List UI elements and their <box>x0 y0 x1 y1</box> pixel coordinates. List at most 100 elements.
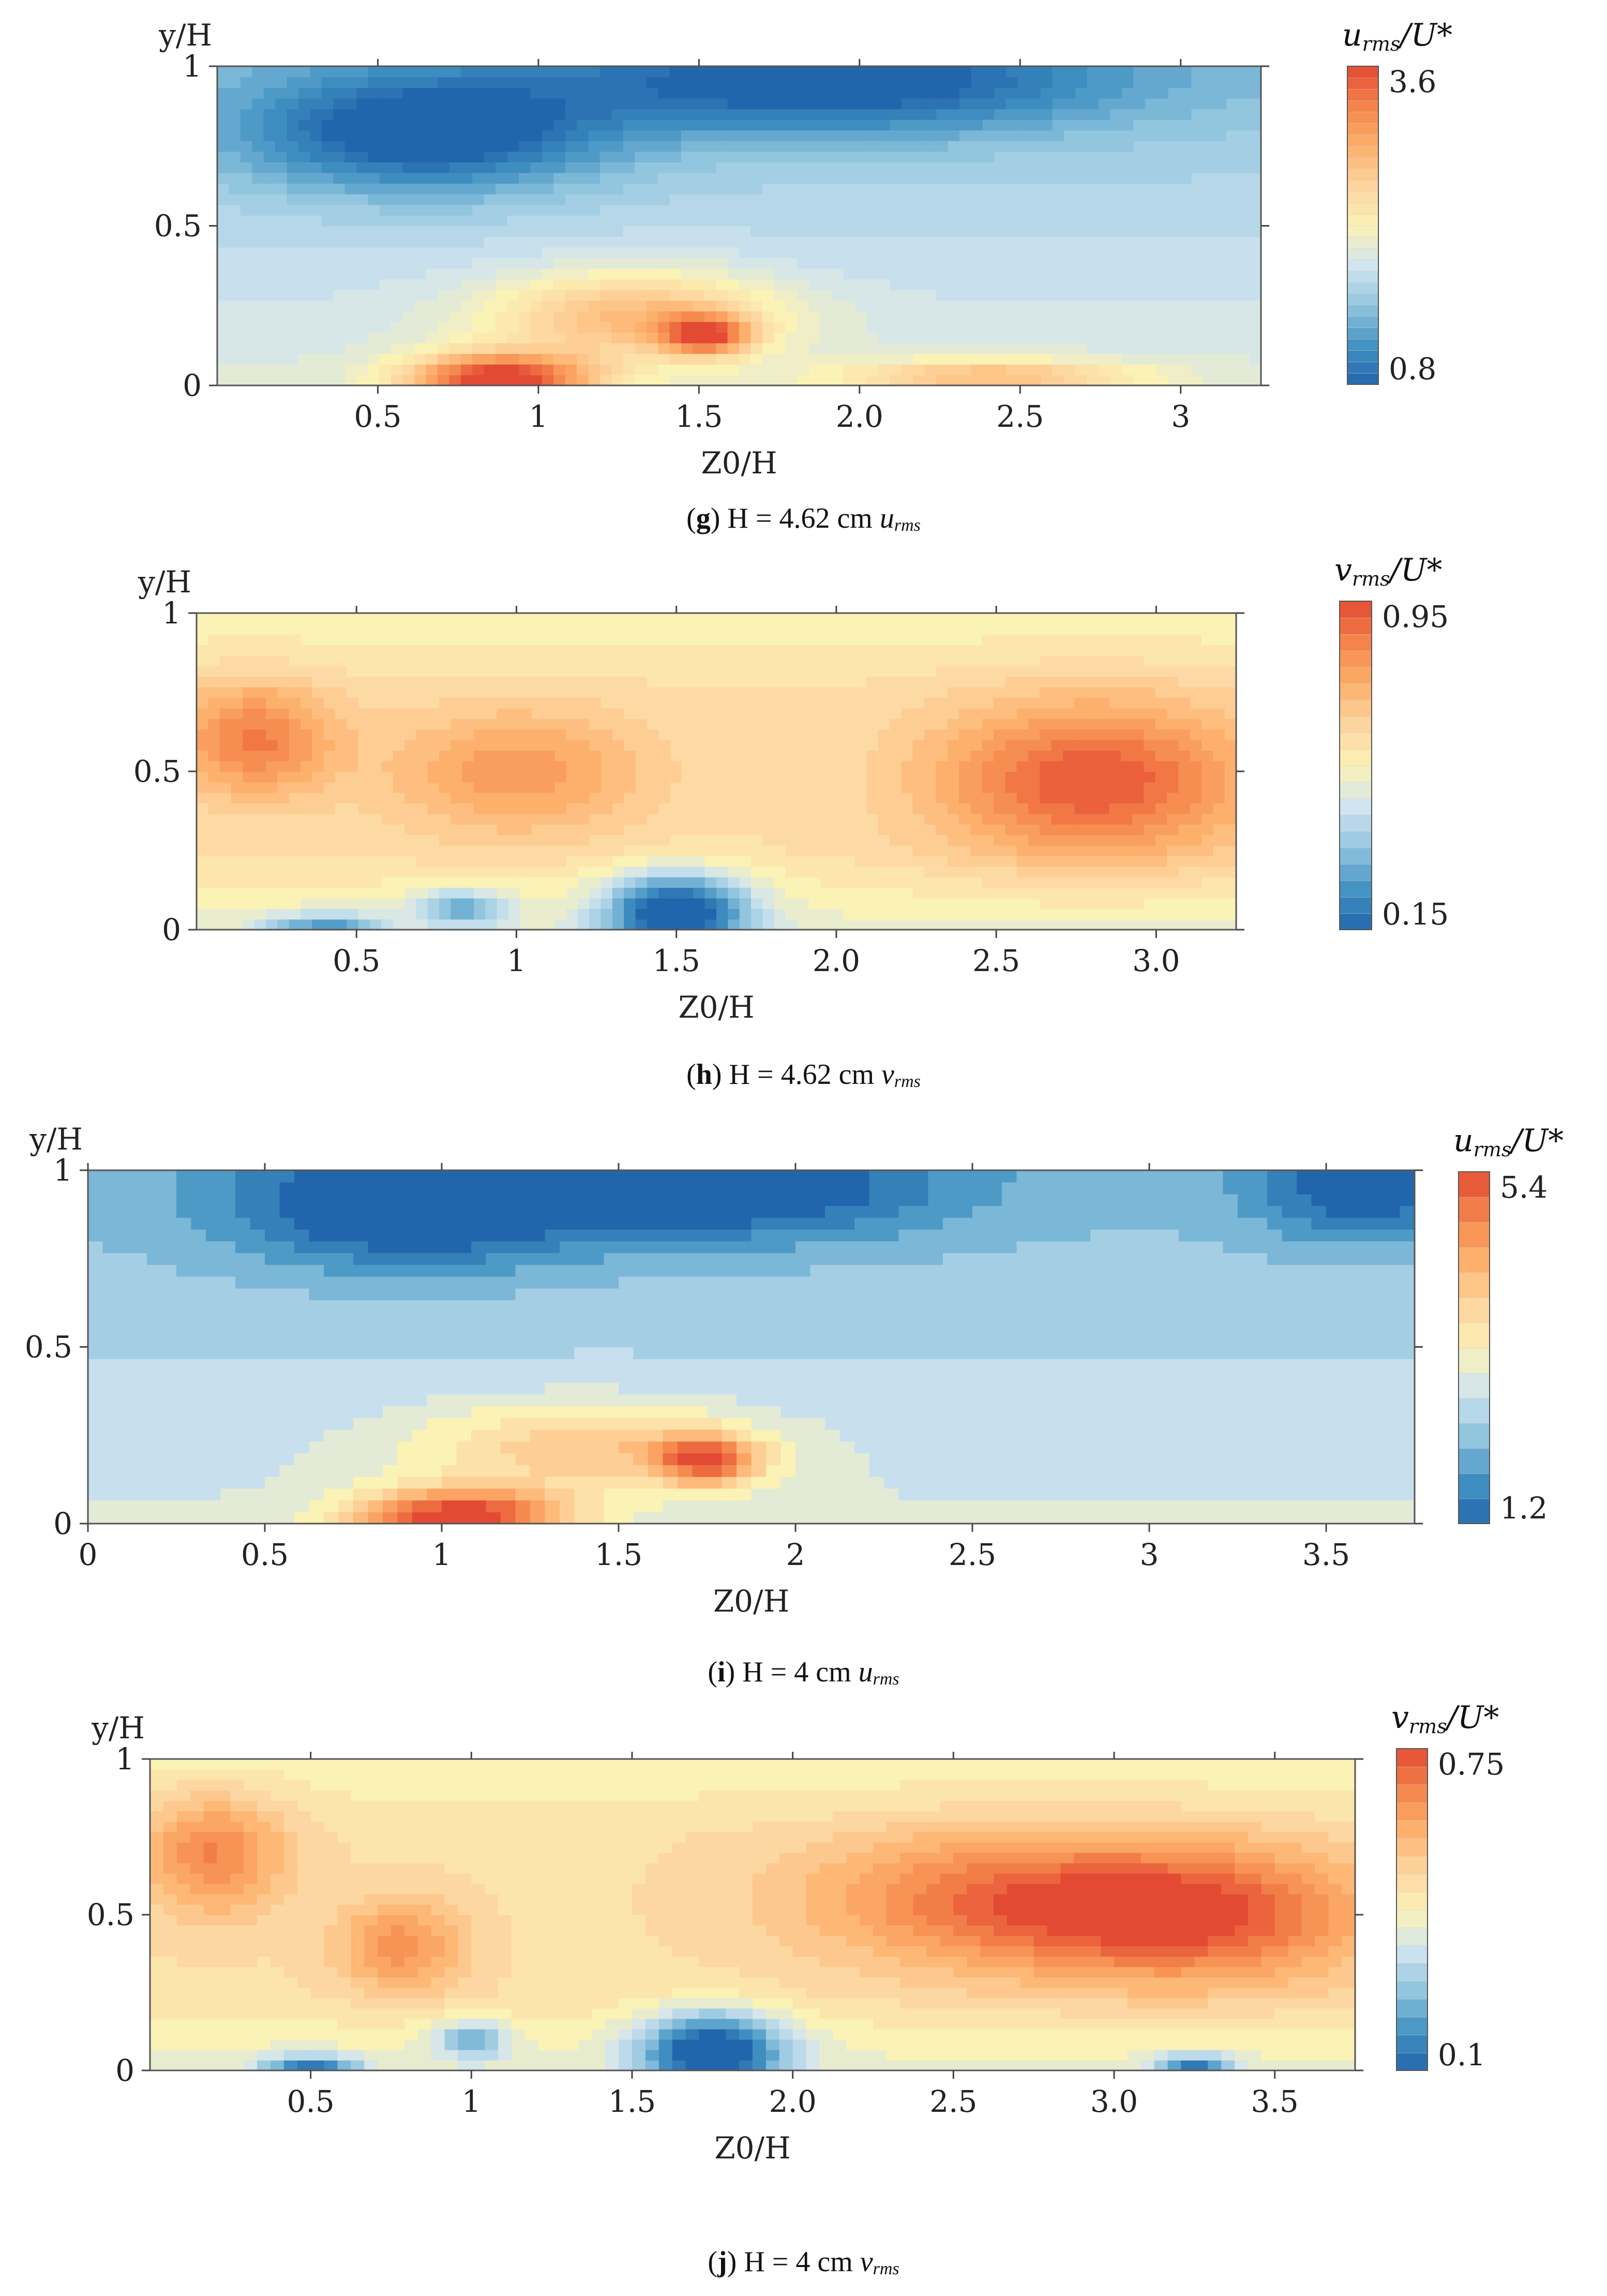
colorbar-swatch <box>1339 897 1372 914</box>
x-tick-label-g: 0.5 <box>354 399 401 434</box>
colorbar-swatch <box>1347 100 1379 112</box>
x-tick-label-g: 1 <box>529 399 548 434</box>
x-axis-label-g: Z0/H <box>701 445 777 481</box>
x-tick-label-g: 1.5 <box>675 399 723 434</box>
x-tick-label-j: 2.5 <box>929 2084 977 2119</box>
colorbar-swatch <box>1396 1838 1428 1857</box>
x-tick-label-i: 2.5 <box>949 1537 996 1572</box>
y-axis-label-i: y/H <box>29 1122 83 1157</box>
colorbar-swatch <box>1347 248 1379 260</box>
colorbar-title: urms/U* <box>1453 1123 1564 1161</box>
colorbar-swatch <box>1396 2034 1428 2053</box>
colorbar-min-label: 0.15 <box>1382 897 1449 932</box>
caption-j: (j) H = 4 cm vrms <box>708 2246 899 2278</box>
x-tick-label-i: 3 <box>1140 1537 1159 1572</box>
colorbar-swatch <box>1347 214 1379 226</box>
colorbar-swatch <box>1458 1272 1490 1298</box>
x-tick-label-i: 1.5 <box>595 1537 642 1572</box>
colorbar-max-label: 0.95 <box>1382 599 1449 634</box>
x-tick-label-i: 1 <box>432 1537 452 1572</box>
plot-h: 0.5 1 1.5 2.0 2.5 3.0 0 0.5 1 Z0/H y/H 0.95 0.15 vrms… <box>133 552 1449 1025</box>
colorbar-swatch <box>1396 2052 1428 2071</box>
colorbar-swatch <box>1396 1873 1428 1892</box>
colorbar-swatch <box>1339 863 1372 881</box>
caption-g: (g) H = 4.62 cm urms <box>686 502 921 535</box>
colorbar-g: 3.6 0.8 urms/U* <box>1342 17 1452 386</box>
colorbar-swatch <box>1396 1927 1428 1946</box>
colorbar-swatch <box>1339 880 1372 898</box>
y-tick-label-g: 1 <box>183 49 202 84</box>
colorbar-max-label: 0.75 <box>1438 1747 1505 1782</box>
colorbar-swatch <box>1339 831 1372 848</box>
colorbar-frame <box>1458 1171 1490 1524</box>
colorbar-swatch <box>1458 1498 1490 1524</box>
x-axis-label-h: Z0/H <box>678 990 754 1025</box>
x-tick-label-i: 3.5 <box>1302 1537 1350 1572</box>
colorbar-swatch <box>1396 2017 1428 2035</box>
x-tick-label-g: 2.0 <box>836 399 883 434</box>
colorbar-swatch <box>1458 1297 1490 1323</box>
x-tick-label-h: 3.0 <box>1132 943 1180 978</box>
colorbar-min-label: 0.8 <box>1389 351 1436 386</box>
colorbar-swatch <box>1339 716 1372 733</box>
contour-field-g <box>217 66 1261 386</box>
y-tick-label-g: 0 <box>183 368 202 403</box>
colorbar-swatch <box>1458 1347 1490 1374</box>
colorbar-swatch <box>1396 1766 1428 1785</box>
contour-field-i <box>88 1170 1415 1524</box>
x-tick-label-h: 2.5 <box>972 943 1020 978</box>
colorbar-min-label: 1.2 <box>1500 1490 1548 1526</box>
colorbar-swatch <box>1347 361 1379 374</box>
x-tick-label-j: 1 <box>462 2084 481 2119</box>
colorbar-swatch <box>1347 316 1379 329</box>
caption-i: (i) H = 4 cm urms <box>708 1656 899 1689</box>
colorbar-swatch <box>1396 1945 1428 1964</box>
x-tick-label-i: 2 <box>786 1537 805 1572</box>
contour-field-h <box>197 613 1237 930</box>
colorbar-swatch <box>1347 327 1379 340</box>
colorbar-swatch <box>1339 650 1372 667</box>
colorbar-swatch <box>1347 350 1379 362</box>
colorbar-swatch <box>1339 634 1372 651</box>
colorbar-j: 0.75 0.1 vrms/U* <box>1391 1699 1505 2073</box>
colorbar-swatch <box>1339 814 1372 832</box>
colorbar-swatch <box>1458 1448 1490 1474</box>
y-tick-label-j: 0 <box>115 2053 134 2088</box>
y-tick-label-h: 1 <box>162 595 181 631</box>
colorbar-title: urms/U* <box>1342 17 1452 55</box>
colorbar-swatch <box>1458 1247 1490 1273</box>
colorbar-swatch <box>1458 1373 1490 1399</box>
colorbar-swatch <box>1458 1171 1490 1198</box>
colorbar-swatch <box>1458 1423 1490 1449</box>
colorbar-title: vrms/U* <box>1391 1699 1499 1738</box>
colorbar-swatch <box>1347 123 1379 135</box>
colorbar-max-label: 3.6 <box>1389 64 1436 99</box>
x-tick-label-g: 3 <box>1171 399 1190 434</box>
x-tick-label-j: 2.0 <box>769 2084 817 2119</box>
y-axis-label-j: y/H <box>91 1710 145 1746</box>
colorbar-swatch <box>1347 225 1379 237</box>
colorbar-swatch <box>1347 180 1379 192</box>
colorbar-swatch <box>1339 683 1372 700</box>
y-tick-label-h: 0 <box>162 912 181 947</box>
colorbar-swatch <box>1347 271 1379 283</box>
colorbar-swatch <box>1347 236 1379 249</box>
caption-h: (h) H = 4.62 cm vrms <box>686 1058 921 1091</box>
colorbar-frame <box>1347 66 1379 385</box>
colorbar-swatch <box>1458 1221 1490 1248</box>
colorbar-swatch <box>1458 1197 1490 1223</box>
colorbar-swatch <box>1396 1748 1428 1767</box>
colorbar-frame <box>1396 1748 1428 2071</box>
colorbar-swatch <box>1396 1820 1428 1839</box>
x-tick-label-h: 2.0 <box>813 943 860 978</box>
colorbar-swatch <box>1339 617 1372 635</box>
colorbar-swatch <box>1347 77 1379 90</box>
x-tick-label-i: 0.5 <box>241 1537 289 1572</box>
x-tick-label-i: 0 <box>79 1537 98 1572</box>
colorbar-swatch <box>1347 66 1379 78</box>
y-tick-label-h: 0.5 <box>133 754 181 789</box>
colorbar-swatch <box>1347 338 1379 351</box>
colorbar-swatch <box>1339 749 1372 766</box>
colorbar-frame <box>1339 601 1372 930</box>
plot-g: 0.5 1 1.5 2.0 2.5 3 0 0.5 1 Z0/H y/H 3.6 0.8 urms/U* <box>154 17 1452 481</box>
